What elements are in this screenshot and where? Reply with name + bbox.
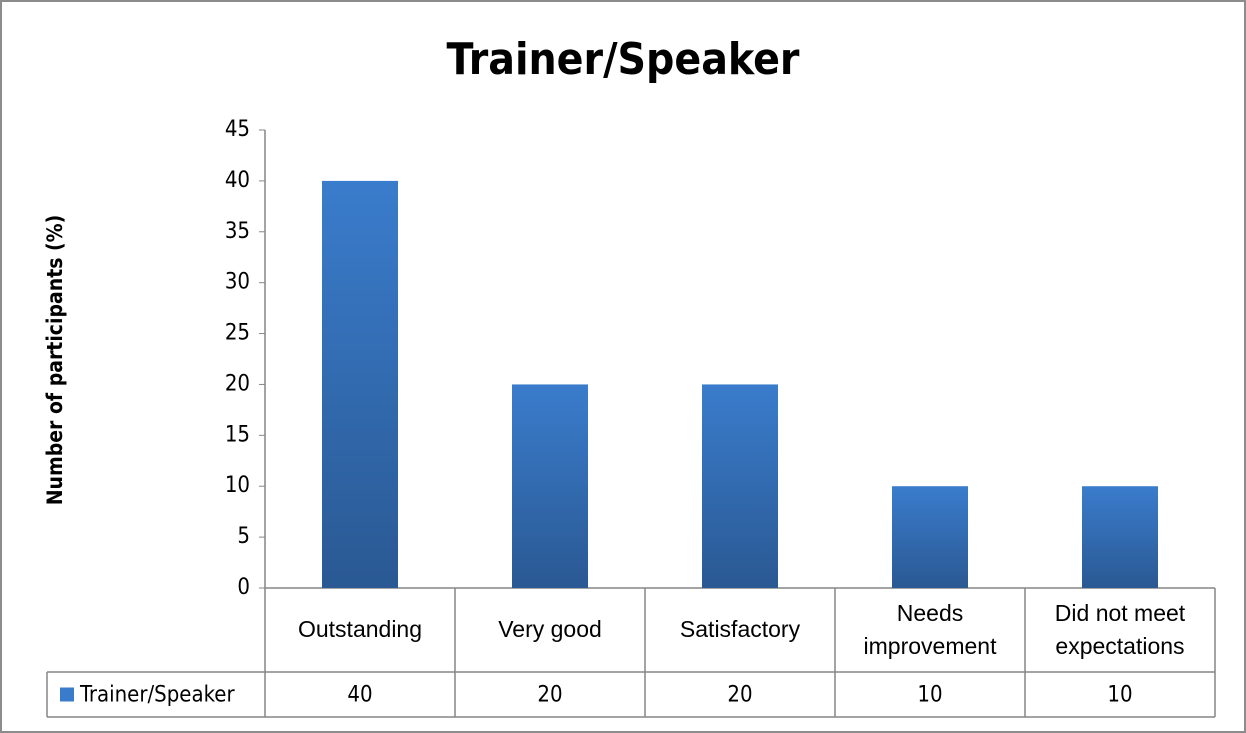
- table-value: 10: [1107, 683, 1132, 708]
- bar: [1082, 486, 1158, 588]
- x-tick-label: Satisfactory: [679, 616, 801, 643]
- y-tick-label: 15: [225, 422, 250, 447]
- category-cell: Outstanding: [297, 616, 423, 643]
- y-axis-label: Number of participants (%): [43, 215, 67, 506]
- category-cell: Satisfactory: [679, 616, 801, 643]
- category-cell: Needs improvement: [863, 599, 997, 659]
- bar: [322, 180, 398, 588]
- y-tick-label: 35: [225, 219, 250, 244]
- legend-swatch: [60, 687, 74, 702]
- bar: [892, 486, 968, 588]
- bar: [702, 384, 778, 588]
- y-tick-label: 30: [225, 270, 250, 295]
- y-tick-label: 25: [225, 321, 250, 346]
- y-tick-label: 10: [225, 473, 250, 498]
- table-value: 10: [917, 683, 942, 708]
- x-tick-label: Needs improvement: [863, 599, 997, 659]
- x-tick-label: Outstanding: [297, 616, 423, 643]
- table-value: 20: [727, 683, 752, 708]
- x-tick-label: Did not meet expectations: [1054, 599, 1186, 659]
- y-tick-label: 5: [237, 524, 250, 549]
- table-value: 40: [347, 683, 372, 708]
- y-tick-label: 0: [237, 575, 250, 600]
- y-tick-label: 40: [225, 168, 250, 193]
- bar: [512, 384, 588, 588]
- legend-label: Trainer/Speaker: [79, 683, 235, 708]
- x-tick-label: Very good: [498, 616, 602, 643]
- y-tick-label: 20: [225, 371, 250, 396]
- category-cell: Did not meet expectations: [1054, 599, 1186, 659]
- chart-title: Trainer/Speaker: [447, 34, 800, 85]
- y-tick-label: 45: [225, 117, 250, 142]
- table-value: 20: [537, 683, 562, 708]
- category-cell: Very good: [498, 616, 602, 643]
